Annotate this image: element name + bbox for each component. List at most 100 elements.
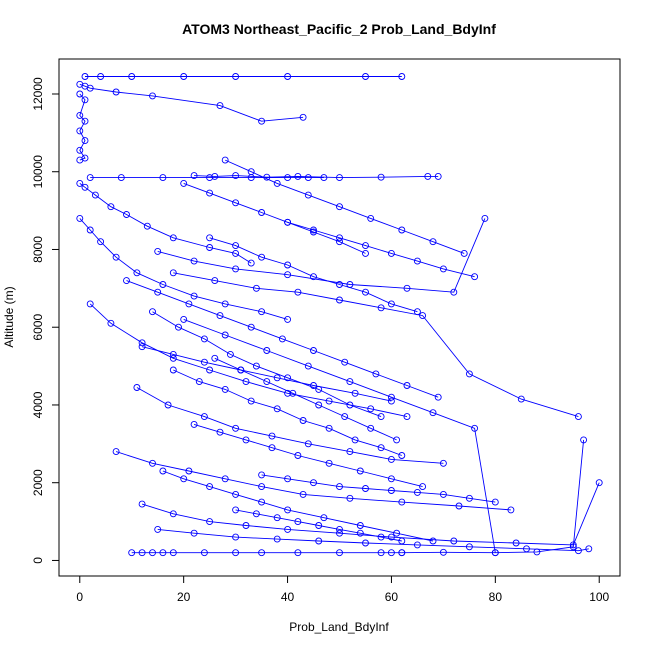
data-point — [86, 226, 94, 234]
data-point — [258, 209, 266, 216]
data-point — [393, 529, 401, 537]
data-point — [206, 366, 214, 374]
data-point — [465, 494, 473, 502]
series-group — [86, 174, 328, 182]
data-point — [76, 214, 84, 222]
series-group — [190, 420, 427, 491]
data-point — [258, 308, 266, 316]
data-point — [195, 378, 203, 386]
data-point — [216, 312, 224, 320]
data-point — [149, 459, 156, 467]
series-group — [232, 506, 406, 545]
data-point — [206, 483, 214, 491]
data-point — [149, 308, 156, 316]
data-point — [304, 191, 312, 199]
data-point — [211, 277, 219, 285]
data-point — [512, 539, 520, 547]
series-line — [214, 357, 397, 441]
series-line — [183, 318, 496, 553]
series-line — [193, 423, 423, 488]
data-point — [123, 277, 130, 285]
y-tick-label: 4000 — [31, 391, 45, 418]
series-group — [159, 467, 437, 545]
data-point — [413, 488, 421, 496]
data-point — [169, 234, 177, 242]
data-point — [206, 174, 214, 182]
data-point — [86, 300, 94, 308]
data-point — [206, 234, 214, 242]
data-point — [310, 226, 317, 234]
data-point — [164, 401, 172, 409]
series-layer — [76, 73, 603, 557]
data-point — [216, 428, 224, 436]
data-point — [351, 389, 359, 397]
y-tick-label: 0 — [31, 557, 45, 564]
y-tick-label: 12000 — [31, 77, 45, 111]
data-point — [221, 156, 229, 164]
data-point — [310, 479, 317, 487]
data-point — [128, 73, 136, 80]
data-point — [149, 549, 156, 557]
series-group — [133, 384, 447, 467]
series-line — [141, 346, 392, 402]
data-point — [465, 543, 473, 551]
data-point — [263, 347, 271, 354]
data-point — [471, 273, 479, 281]
y-tick-label: 8000 — [31, 236, 45, 263]
data-point — [273, 405, 281, 413]
data-point — [190, 420, 198, 428]
data-point — [336, 529, 343, 537]
data-point — [336, 203, 343, 211]
data-point — [154, 288, 162, 296]
data-point — [413, 308, 421, 316]
data-point — [315, 401, 323, 409]
series-line — [209, 237, 418, 313]
data-point — [232, 242, 240, 250]
data-point — [76, 146, 84, 154]
data-point — [403, 284, 411, 292]
data-point — [455, 502, 463, 510]
data-point — [221, 385, 229, 393]
data-point — [273, 535, 281, 543]
x-tick-label: 20 — [177, 590, 191, 604]
data-point — [138, 343, 146, 351]
data-point — [284, 261, 292, 269]
data-point — [294, 172, 302, 180]
data-point — [377, 444, 385, 452]
data-point — [450, 288, 458, 296]
data-point — [574, 547, 582, 555]
data-point — [356, 467, 364, 475]
data-point — [336, 174, 343, 182]
data-point — [81, 183, 89, 191]
series-line — [235, 509, 402, 542]
data-point — [138, 339, 146, 347]
data-point — [128, 549, 136, 557]
data-point — [465, 370, 473, 378]
data-point — [273, 374, 281, 382]
data-point — [154, 247, 162, 255]
series-group — [81, 73, 406, 80]
data-point — [258, 117, 266, 125]
data-point — [211, 172, 219, 180]
series-line — [183, 182, 366, 254]
data-point — [439, 548, 447, 556]
data-point — [429, 409, 437, 417]
series-group — [180, 315, 499, 557]
data-point — [169, 549, 177, 557]
data-point — [336, 549, 343, 557]
data-point — [263, 378, 271, 386]
data-point — [169, 354, 177, 362]
data-point — [289, 389, 297, 397]
data-point — [367, 214, 375, 222]
x-tick-label: 0 — [76, 590, 83, 604]
data-point — [460, 249, 468, 257]
data-point — [252, 284, 260, 292]
data-point — [133, 269, 141, 277]
data-point — [112, 253, 120, 261]
series-line — [126, 280, 439, 398]
data-point — [97, 73, 105, 80]
data-point — [149, 92, 156, 100]
data-point — [471, 424, 479, 432]
data-point — [284, 174, 292, 182]
